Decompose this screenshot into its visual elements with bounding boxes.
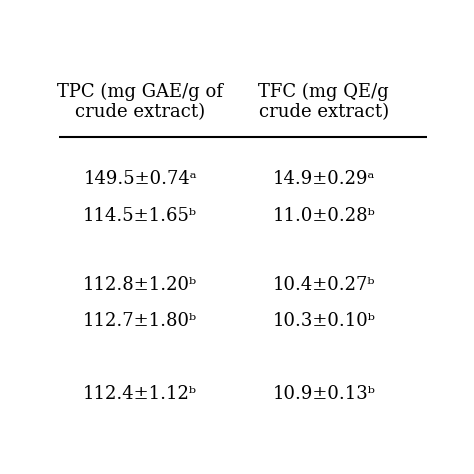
Text: 11.0±0.28ᵇ: 11.0±0.28ᵇ	[273, 207, 375, 225]
Text: 10.3±0.10ᵇ: 10.3±0.10ᵇ	[272, 312, 375, 330]
Text: TPC (mg GAE/g of
crude extract): TPC (mg GAE/g of crude extract)	[57, 82, 223, 121]
Text: TFC (mg QE/g
crude extract): TFC (mg QE/g crude extract)	[258, 82, 389, 121]
Text: 114.5±1.65ᵇ: 114.5±1.65ᵇ	[83, 207, 197, 225]
Text: 14.9±0.29ᵃ: 14.9±0.29ᵃ	[273, 170, 375, 188]
Text: 112.8±1.20ᵇ: 112.8±1.20ᵇ	[83, 276, 197, 294]
Text: 112.4±1.12ᵇ: 112.4±1.12ᵇ	[83, 385, 197, 403]
Text: 149.5±0.74ᵃ: 149.5±0.74ᵃ	[83, 170, 197, 188]
Text: 10.4±0.27ᵇ: 10.4±0.27ᵇ	[273, 276, 375, 294]
Text: 112.7±1.80ᵇ: 112.7±1.80ᵇ	[83, 312, 197, 330]
Text: 10.9±0.13ᵇ: 10.9±0.13ᵇ	[272, 385, 375, 403]
